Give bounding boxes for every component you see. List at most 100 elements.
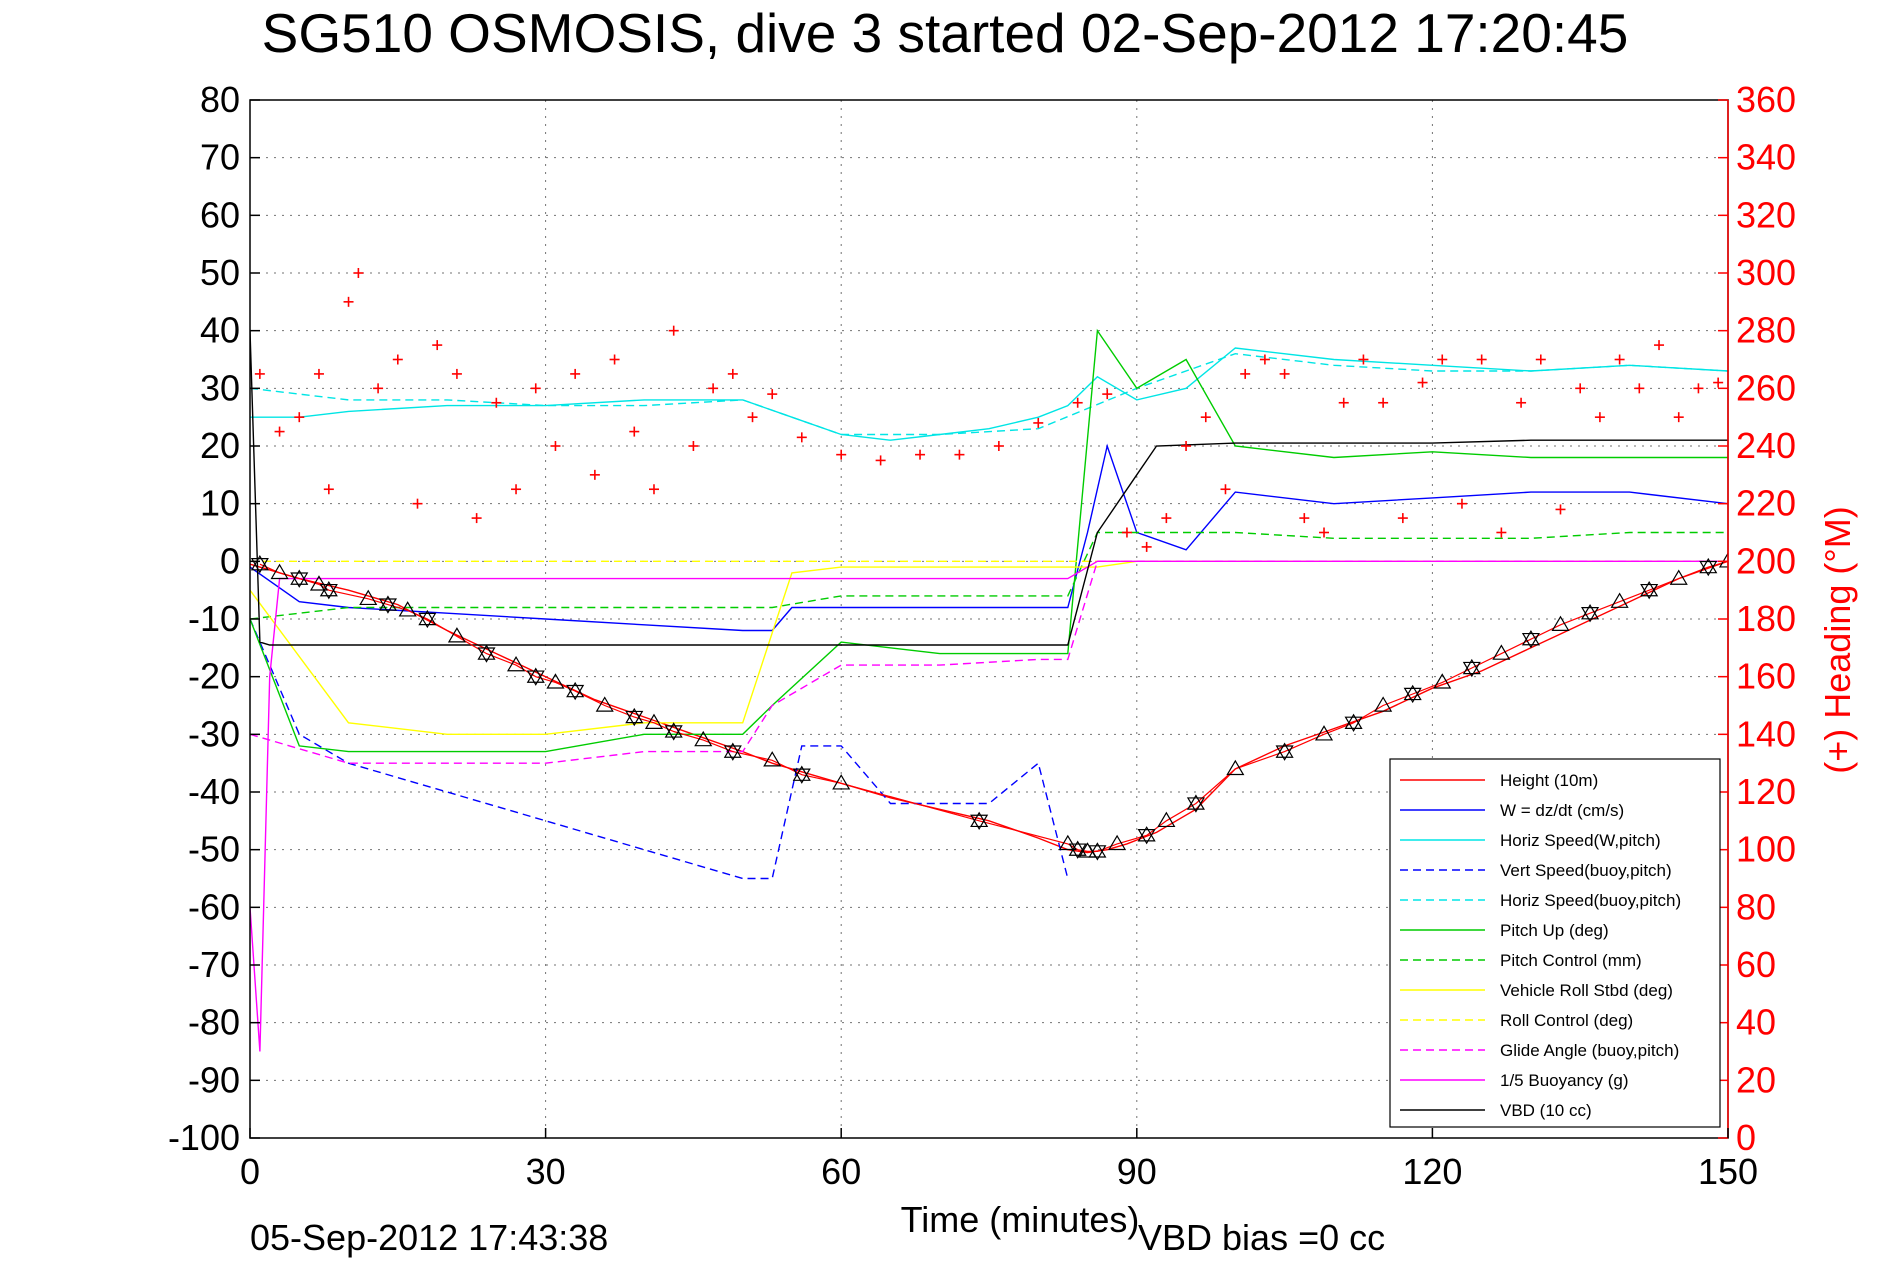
- chart-title: SG510 OSMOSIS, dive 3 started 02-Sep-201…: [262, 2, 1629, 64]
- heading-marker: [767, 389, 778, 400]
- right-tick-label: 60: [1736, 944, 1776, 985]
- heading-marker: [1437, 354, 1448, 365]
- depth-marker: [1186, 794, 1205, 813]
- heading-marker: [313, 368, 324, 379]
- heading-marker: [373, 383, 384, 394]
- right-tick-label: 0: [1736, 1117, 1756, 1158]
- depth-marker: [546, 673, 565, 689]
- depth-marker: [359, 589, 378, 606]
- y-tick-label: -20: [188, 656, 240, 697]
- depth-marker: [1108, 834, 1127, 851]
- depth-marker: [398, 601, 417, 617]
- heading-marker: [1279, 368, 1290, 379]
- heading-marker: [875, 455, 886, 466]
- heading-marker: [1535, 354, 1546, 365]
- heading-marker: [432, 340, 443, 351]
- depth-marker: [1699, 557, 1718, 577]
- heading-marker: [668, 325, 679, 336]
- depth-marker: [1058, 834, 1077, 851]
- heading-marker: [1654, 340, 1665, 351]
- heading-marker: [954, 449, 965, 460]
- y-tick-label: -100: [168, 1117, 240, 1158]
- legend-entry: Pitch Up (deg): [1400, 921, 1609, 940]
- heading-marker: [1033, 417, 1044, 428]
- heading-marker: [1358, 354, 1369, 365]
- legend-entry: VBD (10 cc): [1400, 1101, 1592, 1120]
- depth-marker: [1551, 615, 1570, 631]
- y-tick-label: 50: [200, 252, 240, 293]
- right-tick-label: 220: [1736, 483, 1796, 524]
- legend-label: VBD (10 cc): [1500, 1101, 1592, 1120]
- heading-marker: [836, 449, 847, 460]
- depth-marker: [378, 595, 397, 614]
- legend-label: Pitch Up (deg): [1500, 921, 1609, 940]
- depth-marker: [1344, 713, 1363, 732]
- heading-marker: [323, 484, 334, 495]
- right-tick-label: 140: [1736, 713, 1796, 754]
- depth-marker: [1403, 684, 1422, 704]
- depth-marker: [625, 707, 644, 727]
- depth-marker: [792, 765, 811, 784]
- heading-marker: [629, 426, 640, 437]
- depth-marker: [694, 730, 713, 747]
- depth-marker: [970, 811, 989, 831]
- depth-marker: [1669, 569, 1688, 585]
- heading-marker: [491, 397, 502, 408]
- y-tick-label: 70: [200, 137, 240, 178]
- x-tick-label: 90: [1117, 1151, 1157, 1192]
- legend-label: Vehicle Roll Stbd (deg): [1500, 981, 1673, 1000]
- depth-marker: [1226, 759, 1245, 776]
- depth-marker: [595, 696, 614, 712]
- depth-marker: [832, 774, 851, 790]
- y-tick-label: 20: [200, 425, 240, 466]
- series-line-12: [250, 330, 1728, 646]
- series-line-10: [250, 560, 1728, 764]
- depth-marker: [1433, 673, 1452, 689]
- legend-label: Vert Speed(buoy,pitch): [1500, 861, 1672, 880]
- heading-marker: [1102, 389, 1113, 400]
- series-line-6: [250, 328, 1728, 753]
- y-tick-label: 0: [220, 540, 240, 581]
- heading-marker: [1456, 498, 1467, 509]
- heading-marker: [648, 484, 659, 495]
- right-tick-label: 100: [1736, 829, 1796, 870]
- legend-label: Pitch Control (mm): [1500, 951, 1642, 970]
- heading-marker: [1378, 397, 1389, 408]
- depth-marker: [290, 569, 309, 588]
- depth-marker: [763, 751, 782, 767]
- heading-marker: [570, 368, 581, 379]
- y-tick-label: 60: [200, 194, 240, 235]
- legend-entry: W = dz/dt (cm/s): [1400, 801, 1624, 820]
- legend-entry: Horiz Speed(buoy,pitch): [1400, 891, 1681, 910]
- right-axis-label: (+) Heading (°M): [1817, 506, 1858, 773]
- x-tick-label: 30: [526, 1151, 566, 1192]
- right-tick-label: 160: [1736, 656, 1796, 697]
- depth-marker: [1374, 696, 1393, 712]
- depth-marker: [1521, 629, 1540, 649]
- legend-entry: Horiz Speed(W,pitch): [1400, 831, 1661, 850]
- right-tick-label: 180: [1736, 598, 1796, 639]
- series-lines: [250, 328, 1728, 1052]
- series-line-8: [250, 560, 1728, 735]
- right-tick-label: 200: [1736, 540, 1796, 581]
- legend-label: Glide Angle (buoy,pitch): [1500, 1041, 1679, 1060]
- heading-marker: [412, 498, 423, 509]
- legend-entry: Pitch Control (mm): [1400, 951, 1642, 970]
- heading-marker: [1072, 397, 1083, 408]
- heading-marker: [688, 441, 699, 451]
- y-tick-label: -80: [188, 1002, 240, 1043]
- heading-marker: [993, 441, 1004, 451]
- heading-marker: [589, 469, 600, 480]
- x-tick-label: 60: [821, 1151, 861, 1192]
- heading-marker: [609, 354, 620, 365]
- legend-label: Horiz Speed(buoy,pitch): [1500, 891, 1681, 910]
- depth-marker: [1068, 840, 1087, 859]
- x-axis-ticks: 0 30 60 90 120 150: [240, 1128, 1758, 1192]
- depth-marker: [1157, 811, 1176, 828]
- end-timestamp: 05-Sep-2012 17:43:38: [250, 1217, 608, 1258]
- depth-marker: [664, 722, 683, 741]
- y-tick-label: 40: [200, 310, 240, 351]
- depth-marker: [250, 555, 269, 574]
- right-tick-label: 360: [1736, 79, 1796, 120]
